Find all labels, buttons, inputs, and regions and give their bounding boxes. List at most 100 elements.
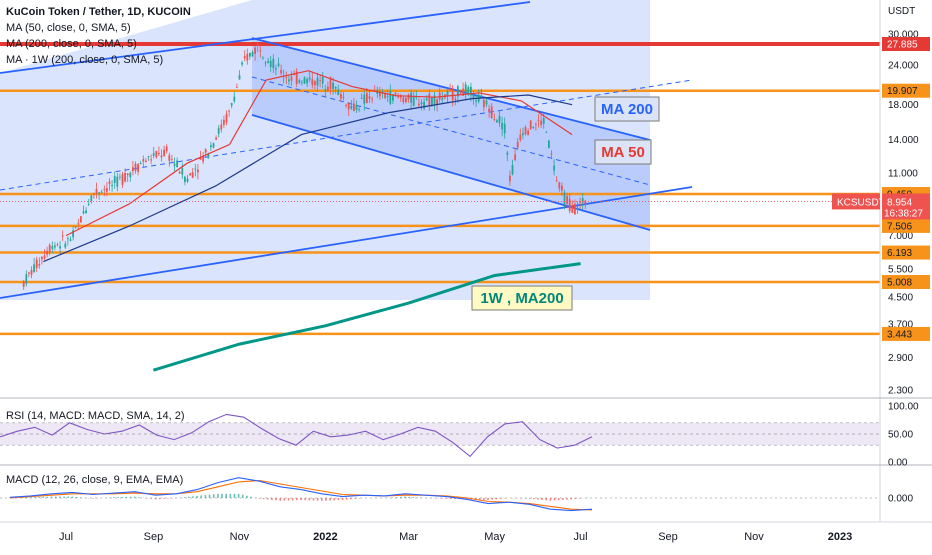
candle-body [114,176,116,183]
macd-histogram-bar [205,495,207,498]
macd-histogram-bar [163,498,165,499]
candle-body [353,104,355,111]
candle-body [402,98,404,102]
candle-body [116,177,118,187]
candle-body [319,80,321,81]
candle-body [454,99,456,100]
candle-body [509,176,511,181]
candle-body [288,79,290,81]
macd-histogram-bar [562,498,564,500]
candle-body [80,216,82,222]
candle-body [532,127,534,128]
macd-histogram-bar [392,497,394,498]
candle-body [371,99,373,100]
rsi-tick-label: 50.00 [888,430,913,441]
candle-body [517,142,519,148]
candle-body [389,91,391,104]
annotation-label: MA 200 [601,101,653,118]
time-tick-label: May [484,531,505,543]
candle-body [62,235,64,236]
chart-legend: KuCoin Token / Tether, 1D, KUCOIN MA (50… [6,4,191,68]
candle-body [499,116,501,123]
macd-histogram-bar [188,497,190,498]
indicator-ma1w-label[interactable]: MA · 1W (200, close, 0, SMA, 5) [6,52,191,68]
rsi-tick-label: 100.00 [888,402,919,413]
candle-body [122,174,124,185]
candle-body [129,173,131,177]
candle-body [358,109,360,110]
candle-body [561,186,563,191]
candle-body [441,98,443,100]
macd-histogram-bar [313,498,315,501]
macd-histogram-bar [72,497,74,498]
candle-body [148,156,150,157]
candle-body [31,270,33,275]
candle-body [179,172,181,174]
time-tick-label: Nov [744,531,764,543]
candle-body [306,79,308,83]
candle-body [522,133,524,135]
candle-body [135,164,137,171]
candle-body [327,87,329,91]
candle-body [205,149,207,152]
macd-histogram-bar [130,497,132,498]
candle-body [192,172,194,177]
price-axis-unit: USDT [888,6,915,17]
macd-histogram-bar [167,498,169,499]
candle-body [218,128,220,133]
macd-histogram-bar [537,498,539,500]
time-tick-label: 2023 [828,531,852,543]
candle-body [340,94,342,98]
candle-body [309,78,311,80]
candle-body [421,103,423,104]
candle-body [46,251,48,255]
price-tick-label: 18.000 [888,100,919,111]
countdown-label: 16:38:27 [884,208,923,219]
macd-histogram-bar [338,498,340,500]
macd-histogram-bar [151,498,153,499]
candle-body [551,154,553,155]
candle-body [54,246,56,248]
macd-histogram-bar [342,498,344,500]
candle-body [111,185,113,186]
indicator-ma50-label[interactable]: MA (50, close, 0, SMA, 5) [6,20,191,36]
candle-body [335,87,337,89]
candle-body [535,124,537,125]
candle-body [538,120,540,121]
macd-histogram-bar [529,498,531,499]
macd-histogram-bar [346,498,348,500]
macd-histogram-bar [217,494,219,498]
price-tick-label: 4.500 [888,292,913,303]
candle-body [28,272,30,273]
indicator-ma200-label[interactable]: MA (200, close, 0, SMA, 5) [6,36,191,52]
candle-body [90,195,92,200]
candle-body [49,245,51,252]
macd-histogram-bar [541,498,543,500]
candle-body [514,154,516,160]
symbol-title[interactable]: KuCoin Token / Tether, 1D, KUCOIN [6,4,191,20]
candle-body [314,81,316,85]
macd-histogram-bar [238,494,240,498]
candle-body [418,104,420,106]
candle-body [366,93,368,103]
macd-histogram-bar [545,498,547,500]
candle-body [395,93,397,95]
macd-title[interactable]: MACD (12, 26, close, 9, EMA, EMA) [6,474,183,486]
candle-body [467,87,469,92]
candle-body [168,155,170,161]
candle-body [150,159,152,160]
rsi-title[interactable]: RSI (14, MACD: MACD, SMA, 14, 2) [6,410,184,422]
candle-body [98,192,100,193]
candle-body [423,102,425,109]
macd-histogram-bar [288,498,290,501]
annotation-label: 1W , MA200 [480,290,563,307]
macd-histogram-bar [267,498,269,500]
candle-body [246,54,248,61]
macd-histogram-bar [284,498,286,501]
macd-histogram-bar [38,497,40,498]
candle-body [176,161,178,167]
macd-histogram-bar [292,498,294,500]
macd-histogram-bar [263,498,265,499]
